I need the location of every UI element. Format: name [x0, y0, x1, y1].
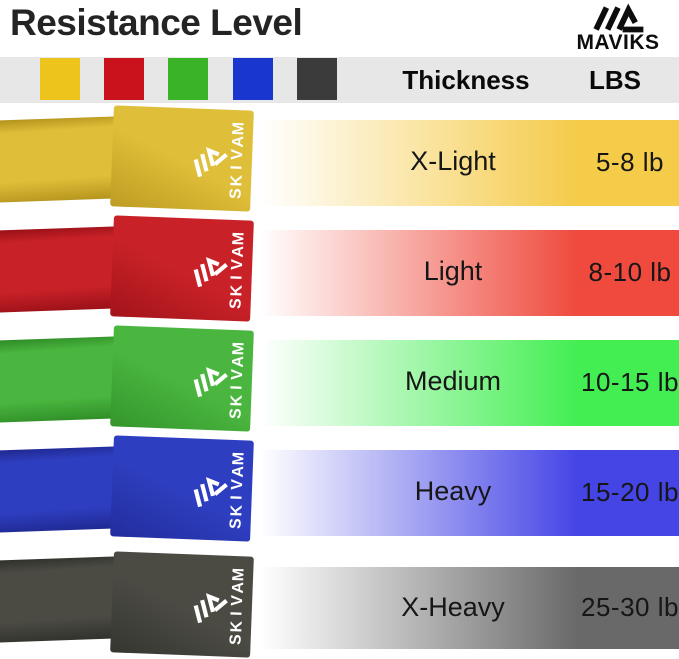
legend-bar: Thickness LBS [0, 57, 679, 103]
band-logo-letter: A [229, 355, 247, 368]
color-swatch-green [168, 58, 208, 100]
gradient-bar [256, 230, 679, 316]
band-logo-letter: I [228, 494, 246, 500]
lbs-value: 15-20 lb [581, 477, 679, 507]
color-swatch-red [104, 58, 144, 100]
brand-logo: MAVIKS [562, 3, 674, 55]
lbs-value: 25-30 lb [581, 592, 679, 622]
band-logo-letter: K [227, 504, 246, 517]
level-label: Heavy [414, 476, 492, 506]
lbs-value: 5-8 lb [595, 147, 665, 177]
band-logo-letter: K [227, 620, 246, 633]
band-logo-letter: A [229, 465, 247, 478]
maviks-mark-icon [183, 247, 231, 292]
band-logo-letter: A [229, 581, 247, 594]
gradient-bar [256, 340, 679, 426]
band-logo-letter: S [227, 297, 245, 309]
band-logo-letter: A [229, 135, 247, 148]
brand-name: MAVIKS [576, 31, 660, 54]
level-label: X-Light [410, 146, 496, 176]
band-logo-letter: M [229, 567, 248, 582]
band-logo-letter: S [227, 633, 245, 645]
band-logo-letter: I [228, 164, 246, 170]
band-logo-letter: V [228, 368, 247, 380]
band-logo-letter: V [228, 594, 247, 606]
band-logo-letter: M [229, 341, 248, 356]
maviks-mark-icon [183, 357, 231, 402]
level-label: Light [423, 256, 483, 286]
column-header-lbs: LBS [589, 65, 641, 95]
gradient-bar [256, 567, 679, 649]
band-logo-letter: S [227, 187, 245, 199]
band-logo-letter: M [229, 231, 248, 246]
band-logo-letter: M [229, 451, 248, 466]
maviks-mark-icon [183, 137, 231, 182]
maviks-mark-icon [578, 3, 658, 33]
band-logo-letter: V [228, 258, 247, 270]
lbs-value: 10-15 lb [581, 367, 679, 397]
band-logo-letter: S [227, 517, 245, 529]
band-logo-letter: K [227, 284, 246, 297]
band-logo-letter: I [228, 384, 246, 390]
maviks-mark-icon [183, 583, 231, 628]
column-header-thickness: Thickness [402, 65, 530, 95]
gradient-bar [256, 120, 679, 206]
level-label: X-Heavy [401, 592, 505, 622]
band-logo-letter: K [227, 394, 246, 407]
band-logo-letter: S [227, 407, 245, 419]
color-swatch-yellow [40, 58, 80, 100]
band-logo-letter: A [229, 245, 247, 258]
lbs-value: 8-10 lb [588, 257, 672, 287]
band-logo-letter: K [227, 174, 246, 187]
color-swatch-dark-gray [297, 58, 337, 100]
band-logo-letter: V [228, 148, 247, 160]
band-logo-letter: I [228, 274, 246, 280]
level-label: Medium [404, 366, 502, 396]
page-title: Resistance Level [10, 2, 303, 43]
band-logo-letter: M [229, 121, 248, 136]
color-swatch-blue [233, 58, 273, 100]
band-logo-letter: V [228, 478, 247, 490]
maviks-mark-icon [183, 467, 231, 512]
gradient-bar [256, 450, 679, 536]
band-logo-letter: I [228, 610, 246, 616]
